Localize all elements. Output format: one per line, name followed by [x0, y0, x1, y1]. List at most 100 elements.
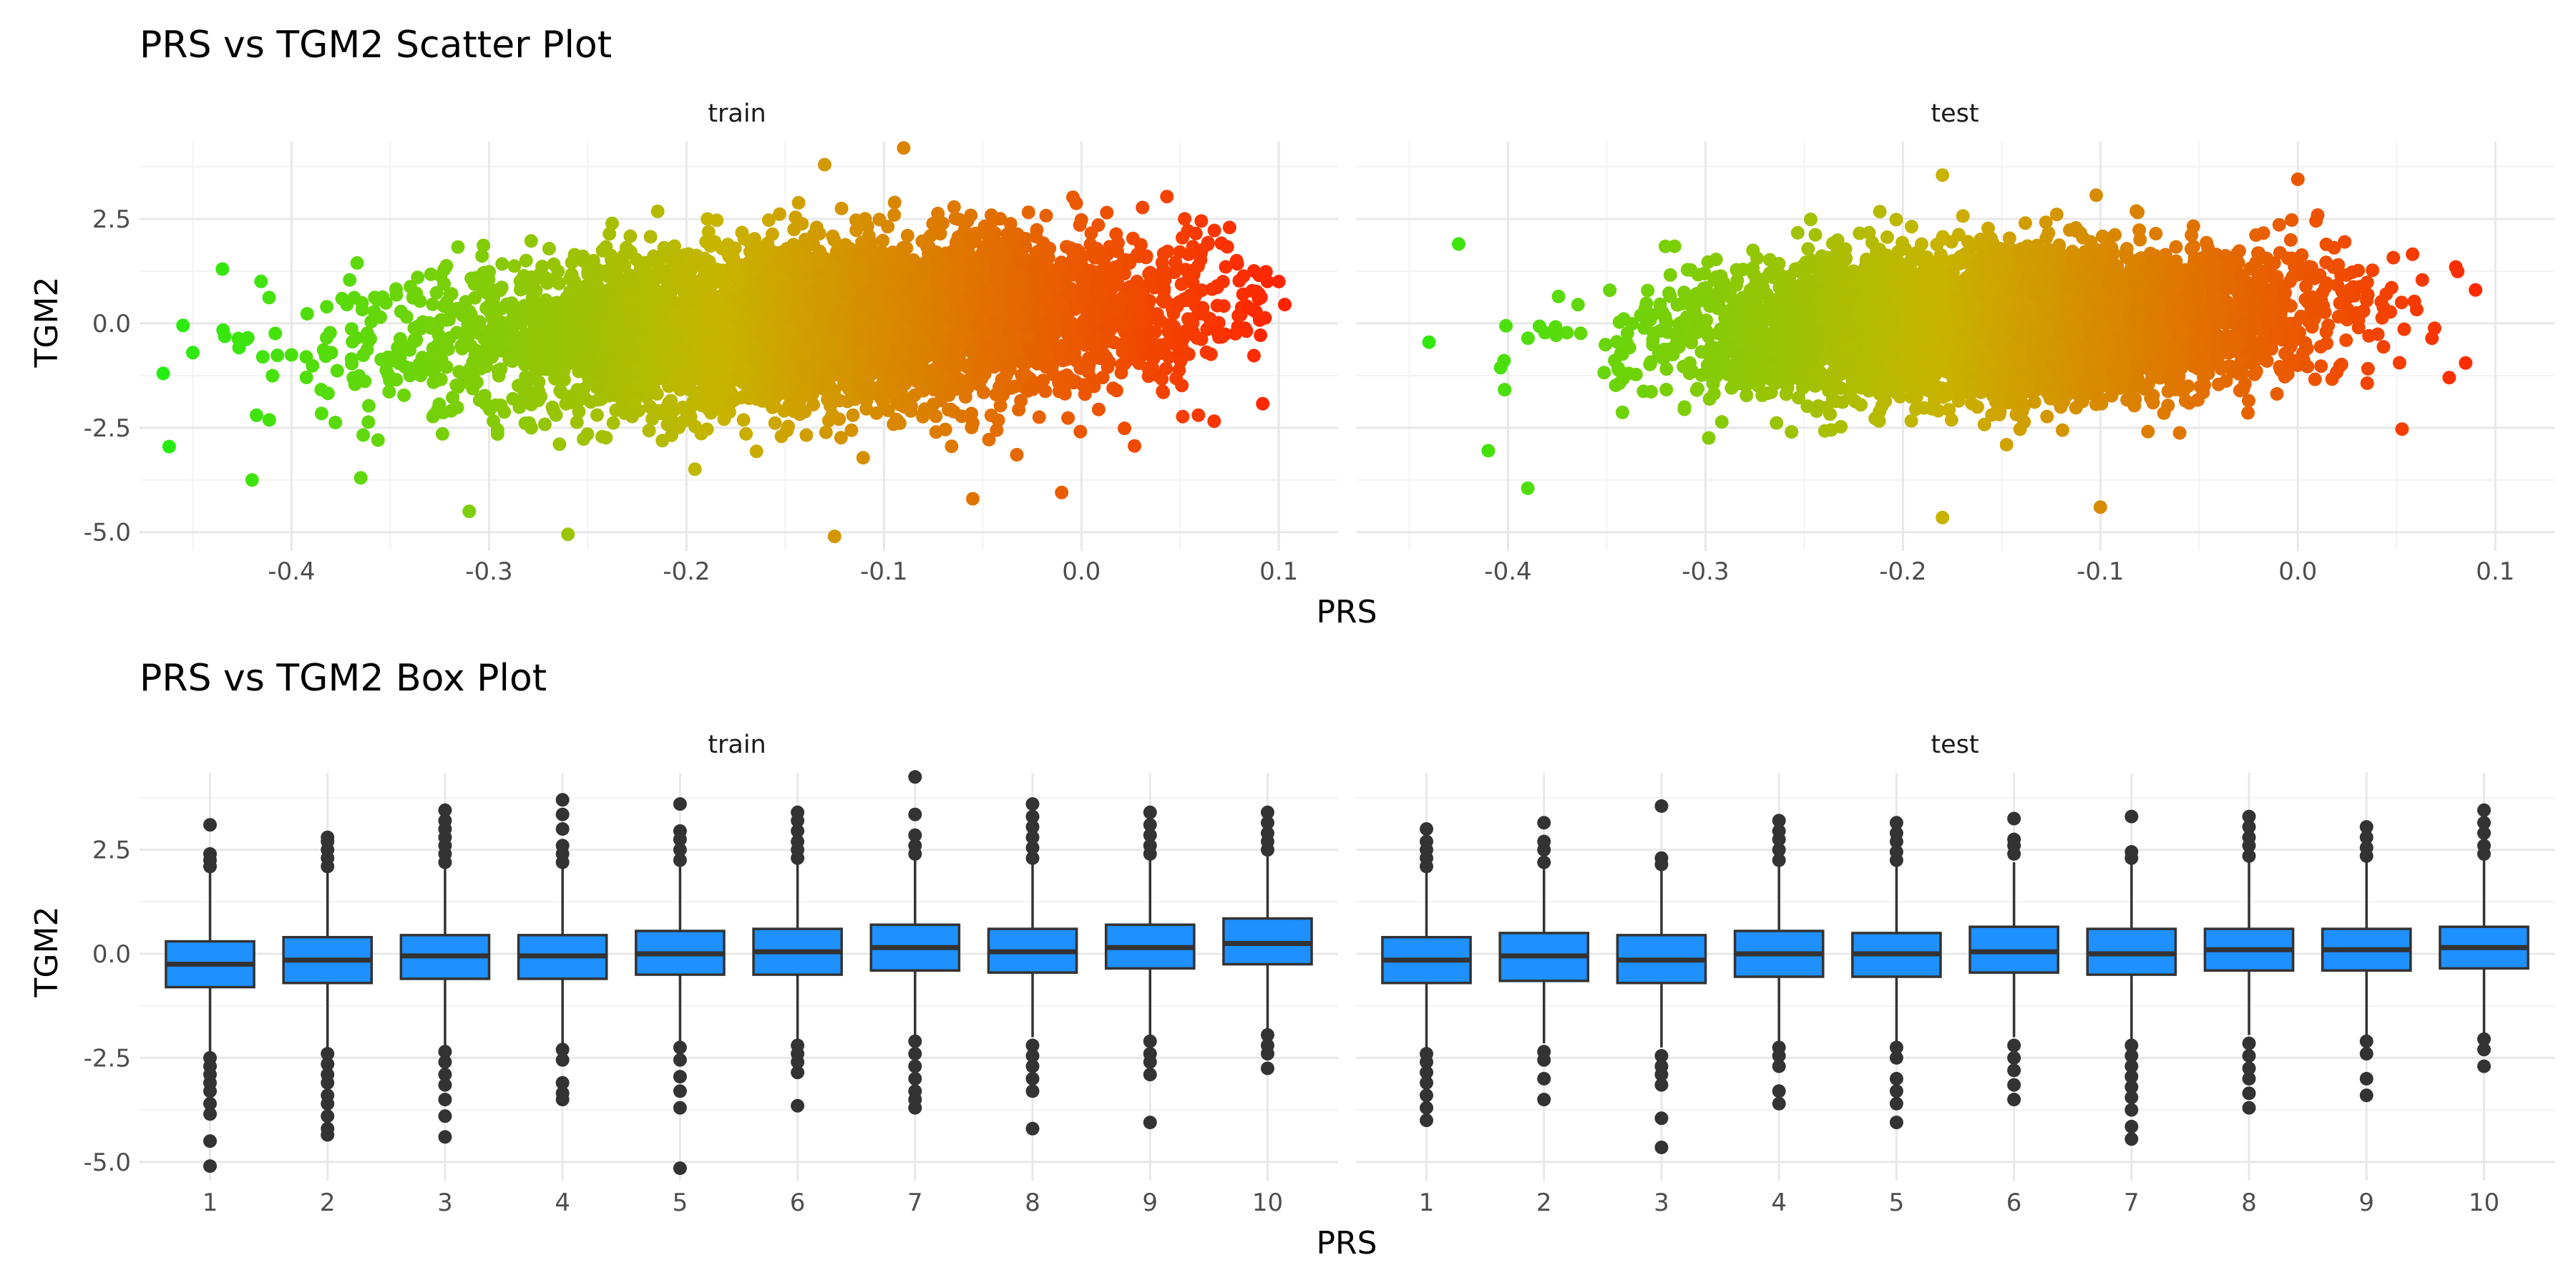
- scatter-point: [965, 420, 979, 434]
- scatter-x-axis-label: PRS: [1316, 594, 1377, 630]
- scatter-point: [382, 385, 396, 399]
- scatter-point: [909, 374, 923, 388]
- scatter-point: [1080, 358, 1094, 371]
- scatter-point: [1209, 323, 1224, 338]
- scatter-point: [641, 339, 655, 353]
- scatter-point: [977, 386, 991, 399]
- scatter-point: [262, 291, 276, 305]
- scatter-point: [1078, 293, 1092, 307]
- scatter-point: [812, 255, 826, 270]
- scatter-point: [394, 304, 408, 318]
- scatter-point: [434, 347, 448, 361]
- scatter-point: [1099, 334, 1113, 348]
- scatter-point: [265, 369, 280, 383]
- scatter-point: [1156, 247, 1171, 260]
- scatter-point: [1156, 384, 1170, 399]
- scatter-point: [710, 213, 724, 228]
- scatter-point: [1172, 295, 1186, 309]
- scatter-point: [531, 394, 545, 407]
- scatter-point: [1118, 356, 1132, 371]
- scatter-point: [1018, 368, 1033, 382]
- scatter-point: [599, 240, 613, 254]
- scatter-point: [781, 419, 796, 434]
- scatter-point: [617, 249, 631, 263]
- scatter-point: [1176, 409, 1190, 424]
- scatter-point: [300, 307, 314, 321]
- scatter-point: [645, 411, 660, 426]
- scatter-point: [1172, 331, 1186, 345]
- scatter-point: [218, 329, 232, 343]
- scatter-point: [497, 405, 512, 419]
- scatter-point: [318, 349, 333, 364]
- scatter-point: [1032, 410, 1046, 424]
- scatter-point: [576, 249, 590, 263]
- scatter-point: [686, 274, 700, 288]
- scatter-point: [1083, 238, 1098, 252]
- scatter-point: [361, 399, 376, 413]
- scatter-point: [1044, 275, 1058, 289]
- scatter-point: [636, 264, 650, 278]
- scatter-point: [790, 248, 804, 263]
- scatter-point: [501, 334, 515, 348]
- scatter-point: [397, 388, 411, 402]
- scatter-point: [839, 361, 854, 375]
- scatter-point: [422, 316, 436, 330]
- scatter-point: [428, 361, 441, 376]
- scatter-point: [504, 296, 519, 311]
- scatter-point: [890, 413, 904, 427]
- scatter-point: [431, 403, 445, 417]
- box-x-axis-label: PRS: [1316, 1225, 1377, 1262]
- scatter-point: [961, 245, 975, 259]
- scatter-point: [635, 361, 649, 375]
- scatter-point: [601, 337, 615, 351]
- scatter-point: [1030, 223, 1044, 237]
- scatter-point: [1207, 414, 1221, 429]
- scatter-point: [507, 259, 522, 273]
- scatter-point: [1175, 230, 1189, 245]
- scatter-point: [956, 376, 970, 390]
- scatter-point: [989, 387, 1003, 401]
- scatter-point: [741, 383, 755, 397]
- scatter-point: [881, 220, 895, 234]
- scatter-point: [1194, 214, 1209, 228]
- scatter-point: [592, 369, 607, 383]
- scatter-point: [1189, 226, 1203, 240]
- scatter-point: [389, 349, 402, 364]
- scatter-point: [965, 406, 979, 421]
- scatter-point: [960, 214, 975, 228]
- scatter-point: [270, 348, 285, 363]
- scatter-point: [761, 387, 775, 401]
- scatter-point: [439, 360, 454, 374]
- scatter-point: [605, 216, 619, 230]
- scatter-point: [490, 423, 504, 437]
- scatter-point: [1132, 356, 1146, 371]
- scatter-point: [371, 433, 385, 447]
- scatter-point: [429, 286, 444, 300]
- scatter-point: [542, 242, 556, 255]
- scatter-point: [451, 240, 465, 254]
- scatter-point: [1256, 396, 1270, 411]
- scatter-point: [527, 273, 542, 287]
- scatter-point: [1029, 248, 1043, 262]
- scatter-point: [858, 383, 872, 397]
- scatter-point: [299, 371, 313, 384]
- scatter-point: [306, 358, 320, 373]
- scatter-point: [887, 308, 901, 323]
- scatter-strip-train: train: [708, 99, 766, 128]
- scatter-point: [700, 335, 714, 349]
- scatter-point: [605, 266, 619, 280]
- scatter-point: [444, 287, 459, 301]
- scatter-point: [938, 422, 952, 436]
- scatter-point: [348, 377, 362, 391]
- scatter-point: [1061, 411, 1075, 425]
- scatter-point: [1040, 263, 1055, 277]
- scatter-point: [350, 256, 364, 270]
- scatter-point: [1169, 371, 1184, 386]
- scatter-point: [254, 274, 268, 288]
- scatter-point: [955, 316, 970, 331]
- scatter-point: [451, 380, 465, 394]
- scatter-point: [982, 432, 996, 447]
- scatter-point: [477, 238, 491, 253]
- scatter-point: [232, 341, 246, 355]
